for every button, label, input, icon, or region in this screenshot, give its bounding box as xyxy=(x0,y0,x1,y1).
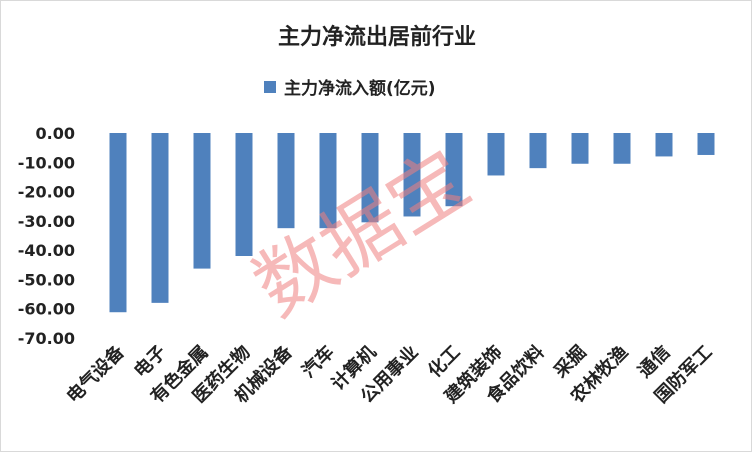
legend: 主力净流入额(亿元) xyxy=(264,78,436,99)
bar xyxy=(655,133,673,157)
bar xyxy=(109,133,127,313)
bar xyxy=(613,133,631,164)
bar xyxy=(571,133,589,164)
bar xyxy=(487,133,505,176)
y-tick-label: -30.00 xyxy=(18,212,75,231)
bar xyxy=(319,133,337,229)
bars xyxy=(109,133,715,313)
bar xyxy=(361,133,379,223)
bar xyxy=(277,133,295,229)
y-tick-label: -10.00 xyxy=(18,153,75,172)
chart-title: 主力净流出居前行业 xyxy=(278,24,476,50)
y-tick-label: -60.00 xyxy=(18,300,75,319)
y-tick-label: -40.00 xyxy=(18,241,75,260)
y-axis: 0.00 -10.00 -20.00 -30.00 -40.00 -50.00 -60.00… xyxy=(18,124,75,348)
x-category-label: 电气设备 xyxy=(62,340,129,407)
bar xyxy=(445,133,463,207)
y-tick-label: 0.00 xyxy=(36,124,75,143)
bar xyxy=(697,133,715,155)
bar xyxy=(529,133,547,169)
y-tick-label: -50.00 xyxy=(18,270,75,289)
y-tick-label: -70.00 xyxy=(18,329,75,348)
y-tick-label: -20.00 xyxy=(18,183,75,202)
bar xyxy=(151,133,169,303)
legend-swatch xyxy=(264,81,276,93)
legend-label: 主力净流入额(亿元) xyxy=(284,78,436,99)
bar xyxy=(235,133,253,256)
bar xyxy=(193,133,211,269)
bar xyxy=(403,133,421,217)
